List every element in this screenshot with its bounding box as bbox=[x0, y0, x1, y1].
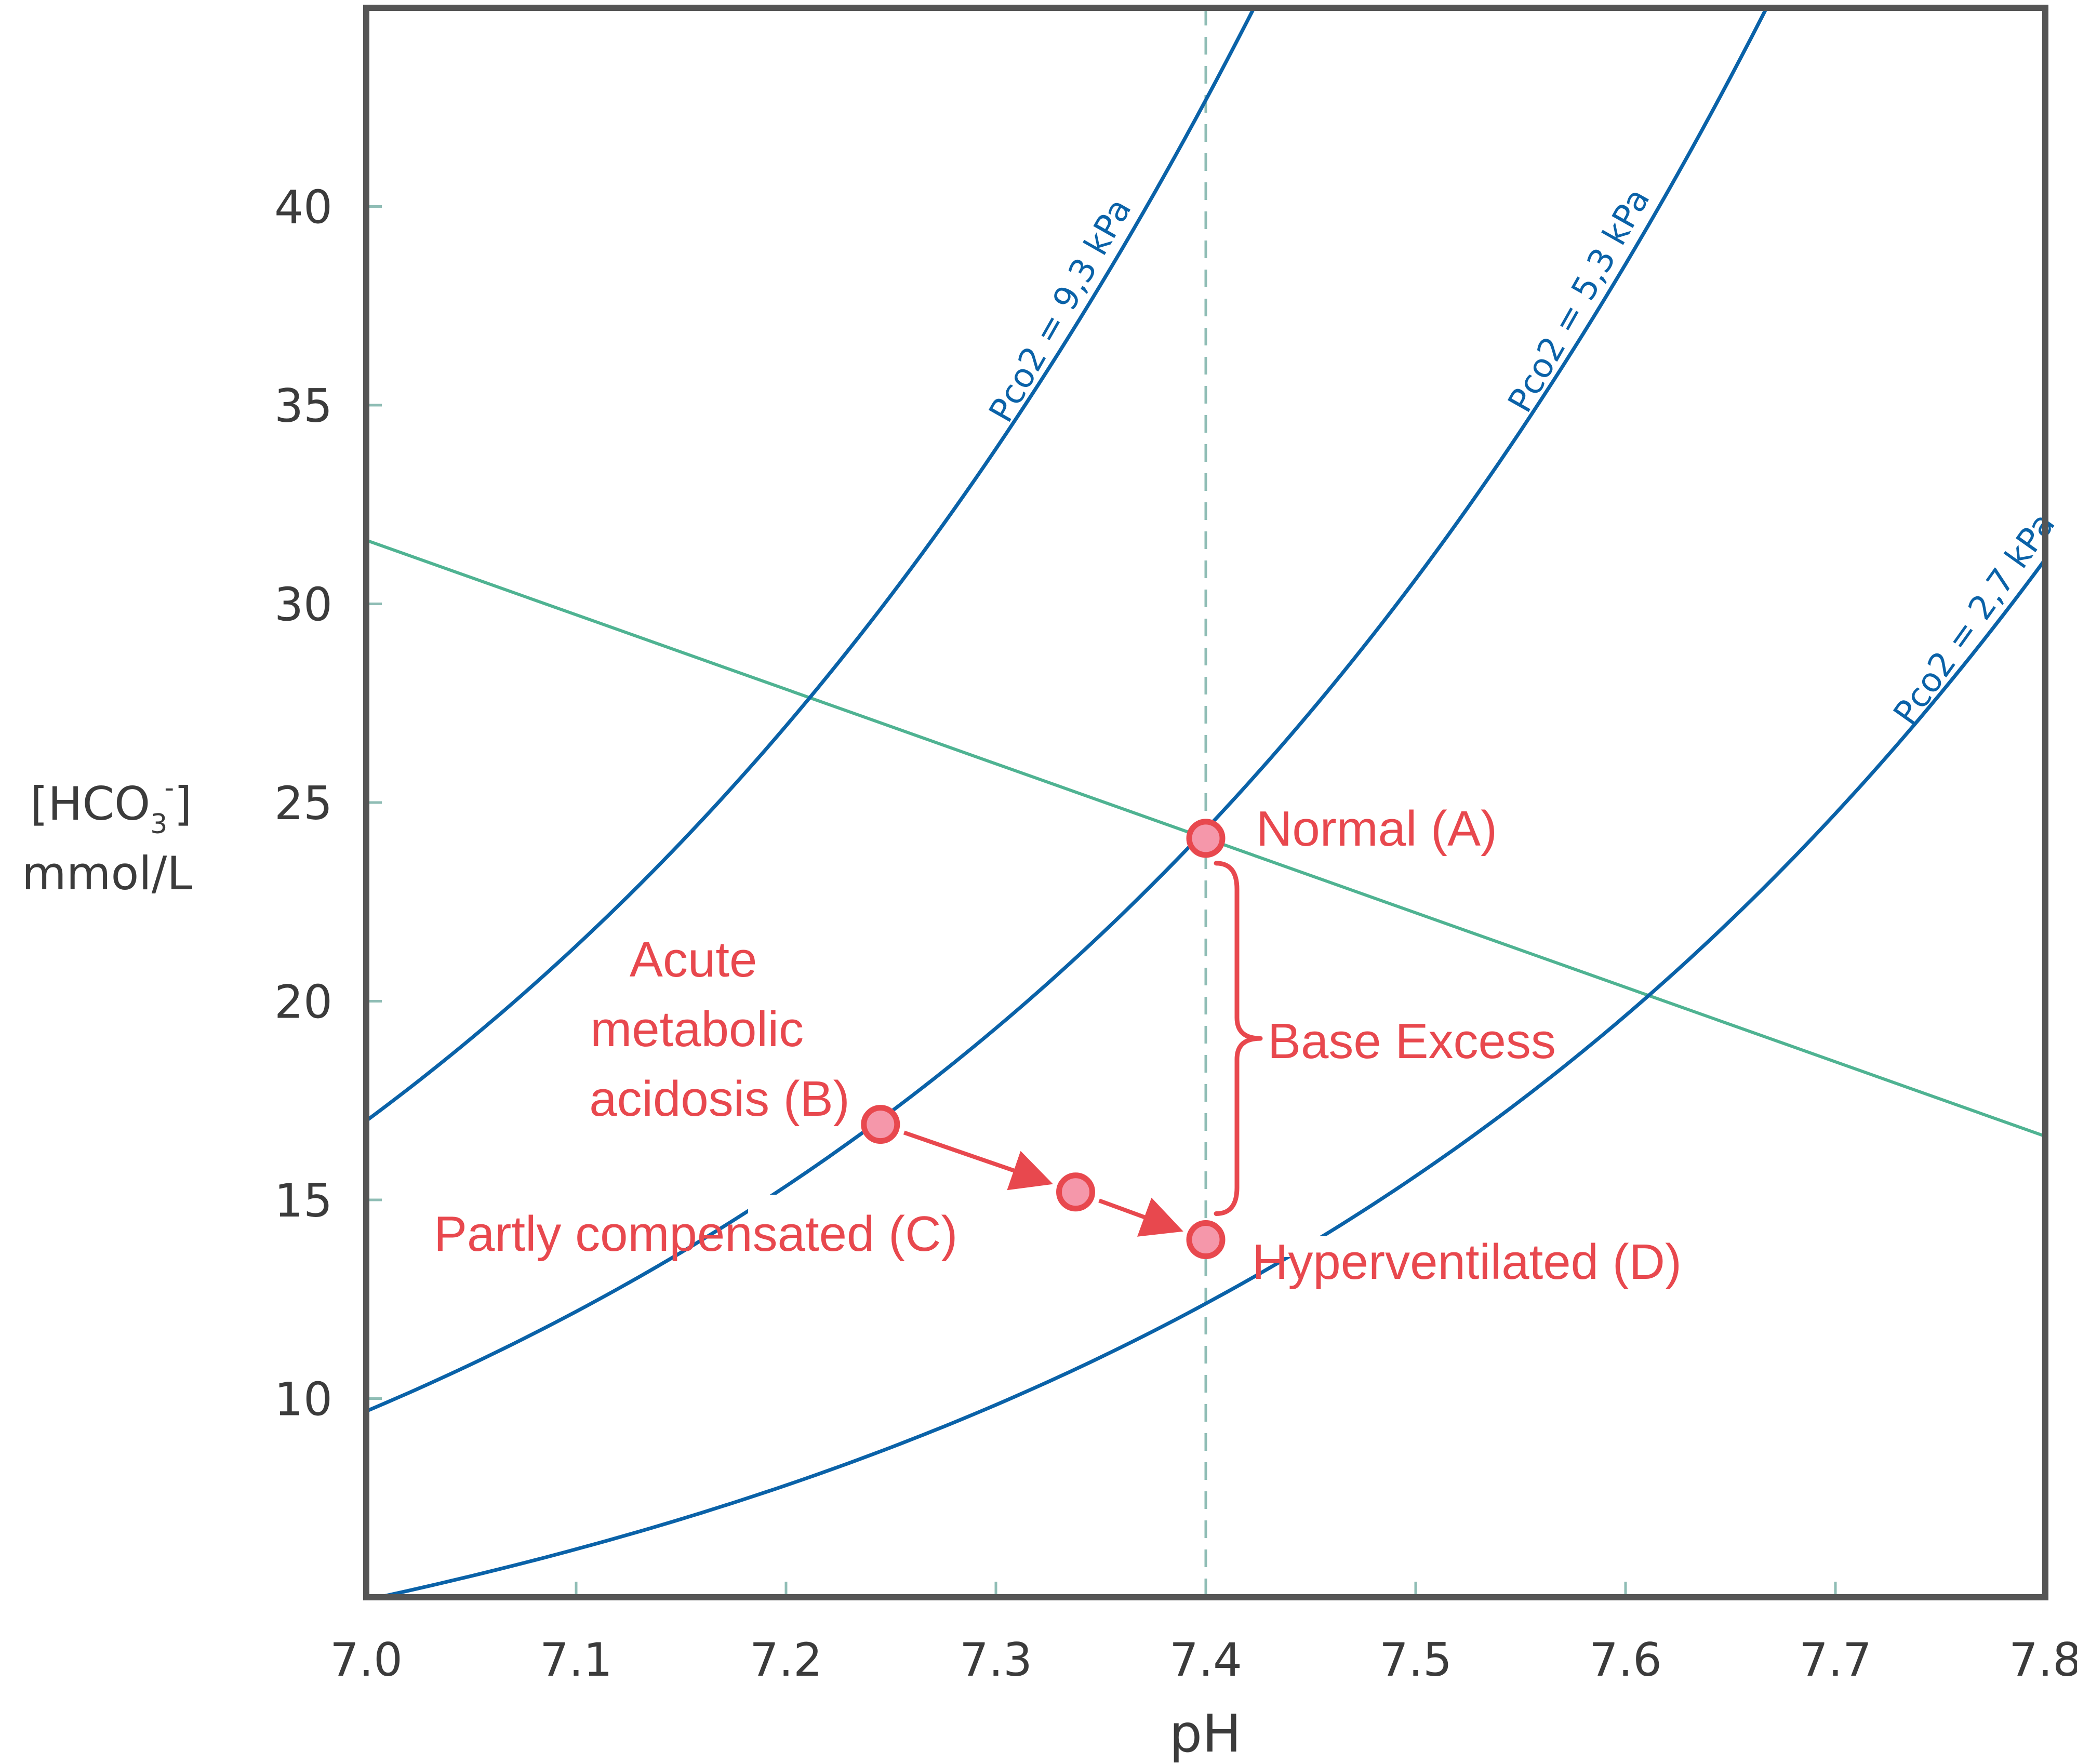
label-normal-a: Normal (A) bbox=[1256, 801, 1497, 857]
y-axis-title-line-1: [HCO3 -] bbox=[30, 772, 192, 840]
isopleth-label-1: Pco2 = 9,3 kPa bbox=[982, 192, 1139, 429]
x-tick-label-7.5: 7.5 bbox=[1379, 1633, 1452, 1687]
point-A bbox=[1186, 819, 1226, 858]
x-tick-label-7.0: 7.0 bbox=[330, 1633, 403, 1687]
gap-mask-d bbox=[1256, 1236, 1428, 1257]
label-b-line-1: Acute bbox=[630, 932, 757, 987]
y-tick-label-35: 35 bbox=[274, 379, 332, 433]
y-tick-label-40: 40 bbox=[274, 181, 332, 234]
arrow-C-to-D bbox=[1098, 1197, 1183, 1237]
compensation-arrows bbox=[903, 1130, 1183, 1237]
y-tick-label-25: 25 bbox=[274, 777, 332, 830]
base-excess-bracket bbox=[1214, 861, 1263, 1216]
label-acute-metabolic-acidosis-b: Acute metabolic acidosis (B) bbox=[589, 932, 849, 1127]
isopleth-label-2: Pco2 = 5,3 kPa bbox=[1501, 182, 1658, 419]
arrow-B-to-C bbox=[903, 1130, 1054, 1191]
y-axis-title-hco: [HCO bbox=[30, 777, 150, 831]
x-tick-label-7.4: 7.4 bbox=[1169, 1633, 1242, 1687]
y-tick-label-30: 30 bbox=[274, 578, 332, 632]
x-tick-label-7.3: 7.3 bbox=[960, 1633, 1032, 1687]
label-b-line-3: acidosis (B) bbox=[589, 1071, 849, 1127]
label-gaps bbox=[748, 1195, 1428, 1262]
label-hyperventilated-d: Hyperventilated (D) bbox=[1252, 1234, 1682, 1290]
isopleth-curve-3 bbox=[370, 558, 2045, 1597]
y-tick-label-10: 10 bbox=[274, 1373, 332, 1426]
x-axis-title: pH bbox=[1169, 1703, 1242, 1764]
plot-frame bbox=[363, 5, 2048, 1600]
isopleth-labels: Pco2 = 9,3 kPa Pco2 = 5,3 kPa Pco2 = 2,7 k… bbox=[982, 182, 2063, 732]
y-axis-title-line-2: mmol/L bbox=[22, 847, 192, 900]
x-tick-label-7.2: 7.2 bbox=[750, 1633, 822, 1687]
point-C bbox=[1056, 1172, 1096, 1212]
data-points bbox=[861, 819, 1226, 1259]
label-partly-compensated-c: Partly compensated (C) bbox=[434, 1206, 957, 1262]
label-b-line-2: metabolic bbox=[590, 1001, 804, 1057]
point-D bbox=[1186, 1220, 1226, 1259]
point-B bbox=[861, 1105, 900, 1144]
label-base-excess: Base Excess bbox=[1268, 1013, 1556, 1069]
y-axis-title-bracket: ] bbox=[174, 777, 192, 831]
y-tick-label-15: 15 bbox=[274, 1174, 332, 1227]
x-tick-label-7.8: 7.8 bbox=[2009, 1633, 2077, 1687]
isopleth-curve-1 bbox=[366, 8, 1256, 1122]
x-tick-label-7.6: 7.6 bbox=[1589, 1633, 1662, 1687]
y-axis-title-subscript: 3 bbox=[150, 809, 167, 840]
y-tick-label-20: 20 bbox=[274, 975, 332, 1029]
gap-mask-c bbox=[748, 1195, 1049, 1262]
isopleth-label-3: Pco2 = 2,7 kPa bbox=[1886, 506, 2063, 732]
x-tick-labels: 7.0 7.1 7.2 7.3 7.4 7.5 7.6 7.7 7.8 bbox=[330, 1633, 2077, 1687]
y-axis-title-superscript: - bbox=[164, 772, 174, 804]
x-tick-label-7.1: 7.1 bbox=[540, 1633, 613, 1687]
x-tick-label-7.7: 7.7 bbox=[1799, 1633, 1872, 1687]
y-tick-labels: 10 15 20 25 30 35 40 bbox=[274, 181, 332, 1426]
